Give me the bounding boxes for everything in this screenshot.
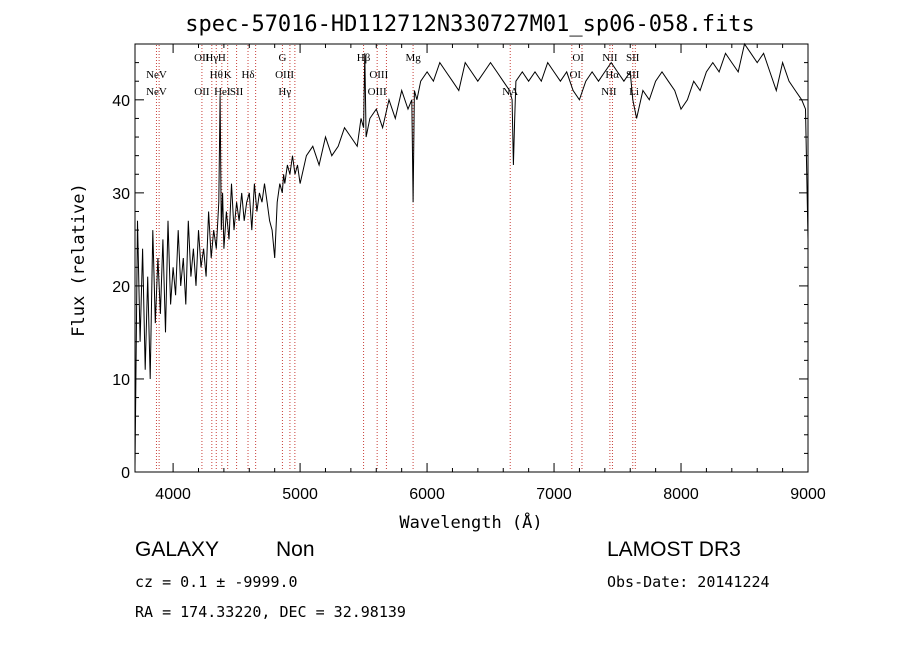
object-class: GALAXY [135,538,220,561]
object-subclass: Non [276,538,315,561]
line-label-23: NII [601,86,617,98]
redshift-readout: cz = 0.1 ± -9999.0 [135,573,298,591]
line-label-11: G [278,52,286,64]
x-tick-label-2: 6000 [409,486,445,503]
line-label-10: Hδ [241,69,254,81]
spectrum-line [134,42,809,468]
line-label-9: SII [230,86,244,98]
line-label-16: OIII [368,86,387,98]
coordinates-readout: RA = 174.33220, DEC = 32.98139 [135,603,406,621]
line-label-1: NeV [146,86,167,98]
line-label-3: OII [194,86,210,98]
line-label-14: Hβ [357,52,371,64]
y-tick-label-0: 0 [121,465,130,482]
observation-date: Obs-Date: 20141224 [607,573,770,591]
x-tick-label-0: 4000 [155,486,191,503]
y-tick-label-1: 10 [112,372,130,389]
line-label-7: HeI [214,86,231,98]
line-label-19: OI [572,52,584,64]
chart-title: spec-57016-HD112712N330727M01_sp06-058.f… [185,12,755,37]
line-label-2: OII [194,52,210,64]
spectral-line-labels: NeVNeVOIIOIIHγHθHHeIKSIIHδGOIIIHγHβOIIIO… [146,52,640,98]
line-label-8: K [224,69,232,81]
x-tick-label-3: 7000 [536,486,572,503]
line-label-15: OIII [369,69,388,81]
line-label-5: Hθ [210,69,223,81]
line-label-21: NII [602,52,618,64]
x-axis-label: Wavelength (Å) [399,511,542,533]
axis-ticks: 4000 5000 6000 7000 8000 9000 0 10 20 30 40 [112,44,826,503]
x-tick-label-4: 8000 [663,486,699,503]
line-label-22: Hα [605,69,619,81]
x-tick-label-1: 5000 [282,486,318,503]
y-tick-label-4: 40 [112,93,130,110]
x-tick-label-5: 9000 [790,486,826,503]
line-label-0: NeV [146,69,167,81]
line-label-26: Li [629,86,639,98]
line-label-6: H [218,52,226,64]
line-label-13: Hγ [278,86,291,98]
line-label-12: OIII [275,69,294,81]
y-tick-label-3: 30 [112,186,130,203]
spectral-line-markers [155,45,636,471]
line-label-25: SII [626,69,640,81]
line-label-20: OI [569,69,581,81]
line-label-4: Hγ [205,52,218,64]
line-label-17: Mg [405,52,421,64]
survey-name: LAMOST DR3 [607,538,741,561]
y-tick-label-2: 20 [112,279,130,296]
line-label-24: SII [626,52,640,64]
plot-frame [134,43,809,473]
y-axis-label: Flux (relative) [69,183,89,337]
